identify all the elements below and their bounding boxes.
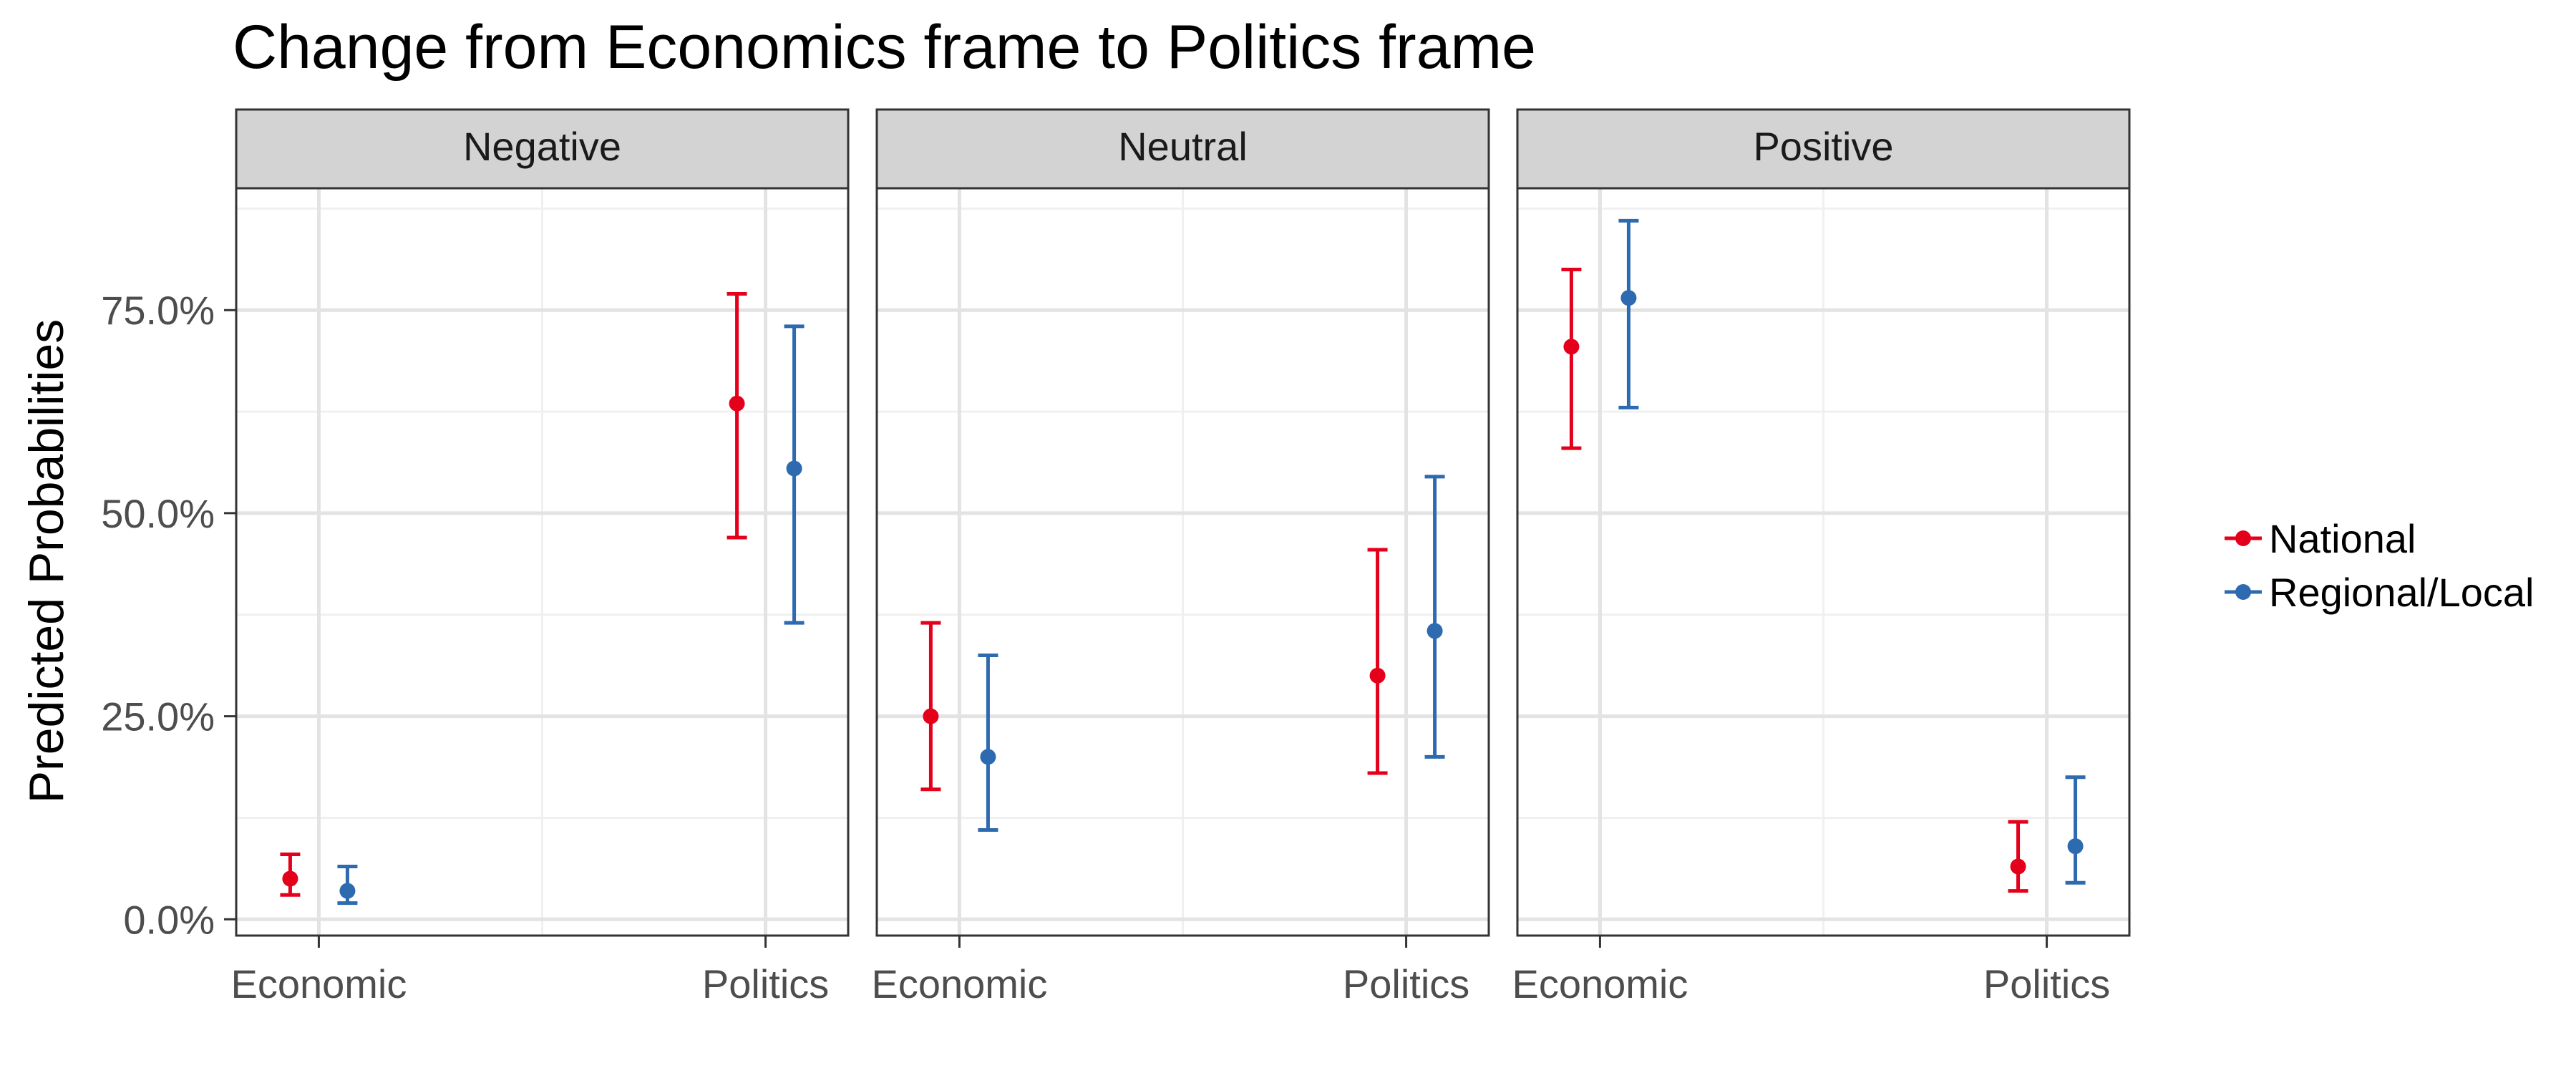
x-tick-label: Politics [702, 961, 829, 1006]
error-bar [1561, 267, 1582, 450]
x-tick-label: Economic [230, 961, 407, 1006]
data-point [729, 395, 745, 412]
x-tick-label: Economic [871, 961, 1047, 1006]
data-point [980, 749, 996, 765]
facet-panel-neutral: Neutral Economic Politics [871, 108, 1490, 1006]
facet-strip-label: Negative [463, 124, 621, 169]
error-bar [726, 292, 747, 540]
x-tick-label: Economic [1512, 961, 1688, 1006]
data-point [282, 870, 298, 887]
data-point [923, 708, 939, 724]
error-bar [2065, 775, 2086, 885]
facet-strip [875, 108, 1490, 190]
x-tick-label: Politics [1343, 961, 1469, 1006]
y-tick-label: 0.0% [123, 897, 215, 942]
panels-layer: Negative Economic Politics 0.0% 25.0% 50.0% 75… [101, 108, 2131, 1006]
data-point [1426, 623, 1443, 639]
data-point [2067, 838, 2084, 855]
data-point [786, 460, 802, 477]
data-point [1369, 667, 1386, 684]
data-point [2010, 858, 2026, 875]
facet-strip [1516, 108, 2131, 190]
panel-border [875, 187, 1490, 937]
panel-border [235, 187, 850, 937]
x-tick-label: Politics [1983, 961, 2110, 1006]
chart-title: Change from Economics frame to Politics … [233, 13, 1536, 82]
panel-border [1516, 187, 2131, 937]
legend-label: Regional/Local [2269, 570, 2534, 615]
legend-item: Regional/Local [2225, 570, 2534, 615]
legend-item: National [2225, 516, 2416, 561]
error-bar [920, 621, 941, 792]
error-bar [2008, 820, 2028, 893]
error-bar [1618, 218, 1639, 409]
facet-strip-label: Positive [1753, 124, 1893, 169]
error-bar [1424, 475, 1445, 759]
error-bar [1367, 548, 1388, 775]
y-tick-label: 25.0% [101, 694, 215, 739]
facet-strip-label: Neutral [1118, 124, 1248, 169]
facet-strip [235, 108, 850, 190]
y-tick-label: 50.0% [101, 491, 215, 536]
legend: National Regional/Local [2225, 516, 2534, 615]
error-bar [978, 654, 998, 832]
legend-key-point [2235, 530, 2251, 546]
facet-panel-negative: Negative Economic Politics 0.0% 25.0% 50.0% 75… [101, 108, 850, 1006]
data-point [1620, 290, 1637, 306]
data-point [1563, 339, 1580, 355]
data-point [339, 883, 356, 899]
legend-key-point [2235, 584, 2251, 600]
facet-panel-positive: Positive Economic Politics [1512, 108, 2131, 1006]
y-tick-label: 75.0% [101, 288, 215, 333]
legend-label: National [2269, 516, 2416, 561]
y-axis-label: Predicted Probabilities [19, 319, 74, 804]
